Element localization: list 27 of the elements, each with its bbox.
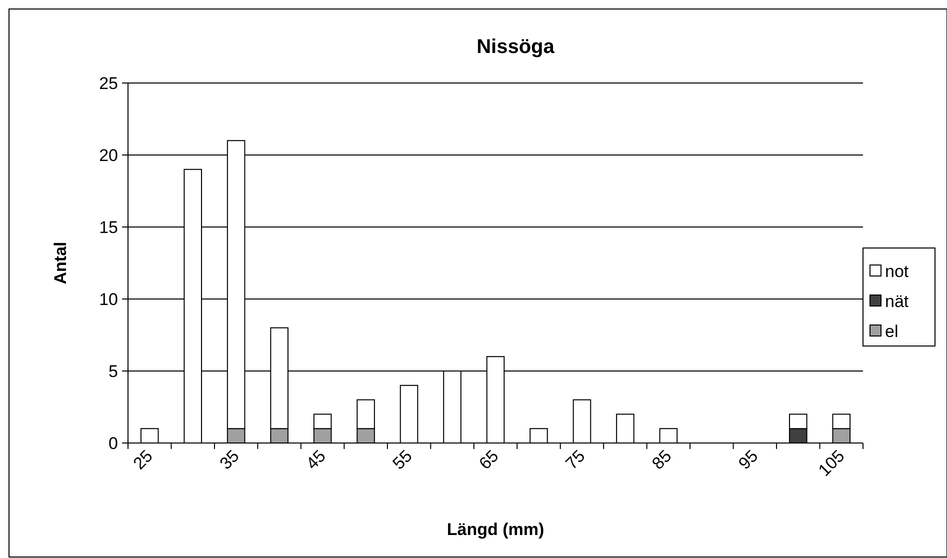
y-tick-label: 0 — [108, 434, 118, 453]
x-tick-label: 35 — [216, 446, 243, 474]
x-tick-label: 25 — [130, 446, 156, 474]
bar — [140, 428, 159, 444]
legend-label: el — [885, 322, 898, 341]
y-tick-label: 5 — [108, 362, 118, 381]
bar — [530, 428, 548, 444]
bar — [400, 384, 418, 444]
x-tick-label: 75 — [562, 446, 589, 474]
x-tick-label: 105 — [814, 446, 848, 480]
bar — [616, 414, 634, 444]
legend-label: not — [885, 262, 909, 281]
x-tick-label: 45 — [302, 446, 330, 474]
y-axis-title: Antal — [51, 242, 70, 284]
y-tick-label: 25 — [99, 74, 118, 93]
x-tick-label: 55 — [389, 446, 416, 474]
x-axis-title: Längd (mm) — [446, 520, 544, 539]
y-tick-label: 15 — [99, 218, 118, 237]
y-tick-label: 20 — [99, 146, 118, 165]
y-tick-label: 10 — [99, 290, 118, 309]
legend-label: nät — [885, 292, 909, 311]
chart-title: Nissöga — [476, 36, 556, 58]
x-tick-label: 65 — [476, 446, 502, 474]
bar — [659, 428, 678, 444]
bar — [572, 399, 592, 444]
x-tick-label: 85 — [648, 446, 676, 474]
x-tick-label: 95 — [734, 446, 762, 474]
